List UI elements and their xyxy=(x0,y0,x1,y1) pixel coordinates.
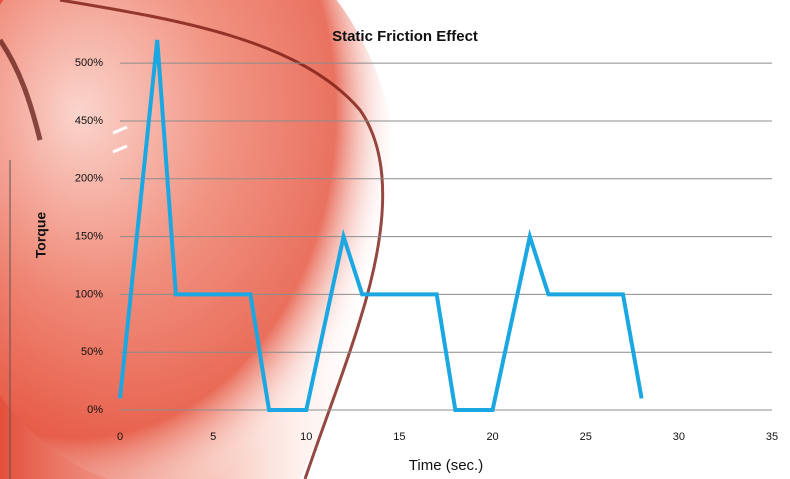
x-tick-label: 15 xyxy=(393,431,405,443)
background-art xyxy=(0,0,400,479)
x-tick-label: 10 xyxy=(300,431,312,443)
x-tick-label: 0 xyxy=(117,431,123,443)
x-axis-label: Time (sec.) xyxy=(409,457,483,474)
y-tick-label: 0% xyxy=(87,404,103,416)
data-line xyxy=(118,39,644,412)
y-tick-label: 50% xyxy=(81,346,103,358)
y-tick-label: 150% xyxy=(75,230,103,242)
x-tick-label: 35 xyxy=(766,431,778,443)
axis-break xyxy=(112,125,128,154)
y-tick-label: 200% xyxy=(75,173,103,185)
x-tick-label: 25 xyxy=(580,431,592,443)
y-tick-label: 100% xyxy=(75,288,103,300)
x-tick-label: 5 xyxy=(210,431,216,443)
x-tick-label: 30 xyxy=(673,431,685,443)
y-axis-label: Torque xyxy=(33,212,49,259)
y-tick-label: 500% xyxy=(75,57,103,69)
chart-title: Static Friction Effect xyxy=(332,28,478,45)
x-tick-label: 20 xyxy=(486,431,498,443)
y-tick-label: 450% xyxy=(75,115,103,127)
plot-area: 0% 50% 100% 150% 200% 450% 500% 0 5 10 15 20 25 30 35 xyxy=(75,39,778,443)
